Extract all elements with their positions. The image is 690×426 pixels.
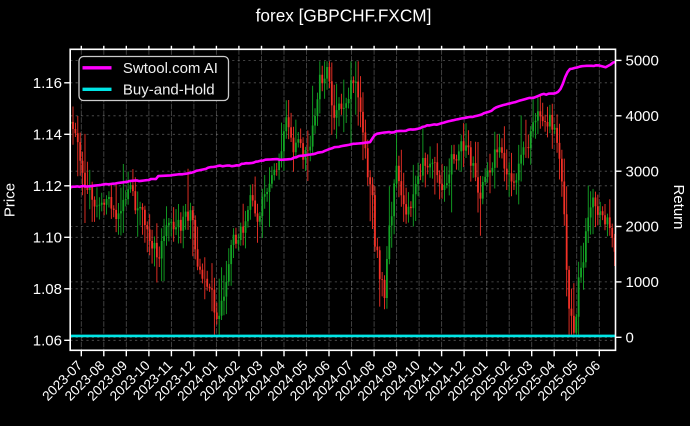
svg-text:Swtool.com AI: Swtool.com AI bbox=[123, 60, 218, 77]
svg-text:5000: 5000 bbox=[626, 53, 659, 70]
svg-text:Return: Return bbox=[670, 184, 687, 229]
svg-text:1000: 1000 bbox=[626, 274, 659, 291]
svg-text:Buy-and-Hold: Buy-and-Hold bbox=[123, 81, 215, 98]
svg-text:1.08: 1.08 bbox=[33, 281, 62, 298]
svg-text:1.12: 1.12 bbox=[33, 178, 62, 195]
svg-text:3000: 3000 bbox=[626, 163, 659, 180]
svg-text:1.16: 1.16 bbox=[33, 75, 62, 92]
svg-text:Price: Price bbox=[2, 183, 19, 217]
svg-text:0: 0 bbox=[626, 330, 634, 347]
svg-text:2000: 2000 bbox=[626, 219, 659, 236]
svg-text:1.14: 1.14 bbox=[33, 127, 62, 144]
svg-text:1.10: 1.10 bbox=[33, 230, 62, 247]
svg-text:4000: 4000 bbox=[626, 108, 659, 125]
svg-text:forex [GBPCHF.FXCM]: forex [GBPCHF.FXCM] bbox=[256, 6, 432, 26]
svg-text:1.06: 1.06 bbox=[33, 333, 62, 350]
